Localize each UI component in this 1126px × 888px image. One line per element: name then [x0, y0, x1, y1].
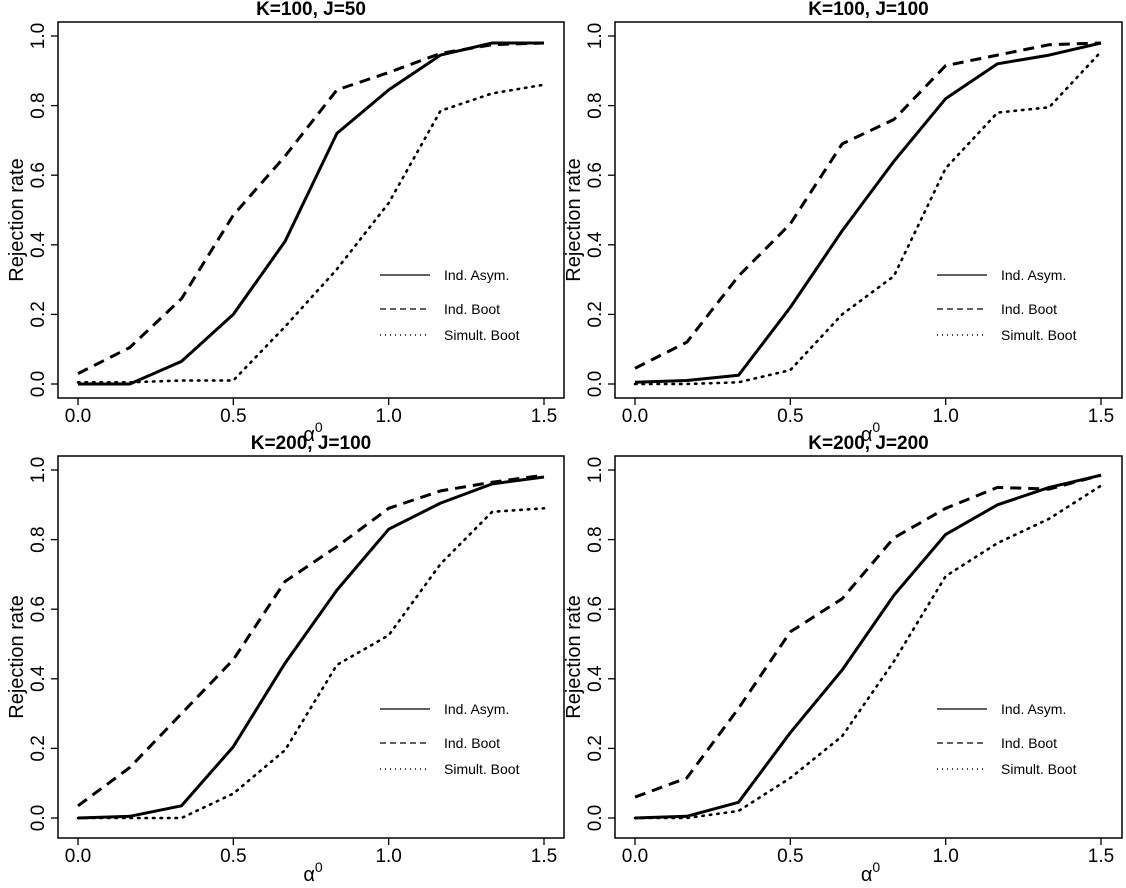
- series-line-dashed: [77, 41, 545, 375]
- legend-label: Simult. Boot: [1001, 761, 1077, 777]
- chart-panel-4: K=200, J=200 0.0 0.5 1.0 1.5 0.0 0.2 0.4 0.6 0.8 1…: [563, 433, 1123, 886]
- y-tick-label: 1.0: [28, 457, 49, 483]
- x-tick-label: 0.0: [622, 846, 648, 867]
- legend-label: Ind. Asym.: [444, 267, 509, 283]
- x-axis-label: α0: [303, 859, 323, 886]
- x-tick-label: 1.5: [531, 846, 557, 867]
- legend-label: Ind. Asym.: [444, 701, 509, 717]
- x-tick-label: 1.5: [1088, 846, 1114, 867]
- y-tick-label: 0.8: [585, 526, 606, 552]
- series-line-solid: [634, 41, 1102, 384]
- chart-panel-3: K=200, J=100 0.0 0.5 1.0 1.5 0.0 0.2 0.4 0.6 0.8 1…: [6, 433, 565, 886]
- series-line-solid: [634, 473, 1102, 820]
- x-tick-label: 0.5: [777, 846, 803, 867]
- series-line-dotted: [76, 506, 546, 820]
- y-tick-label: 0.4: [585, 231, 606, 258]
- y-tick-label: 0.8: [28, 92, 49, 118]
- y-axis-label: Rejection rate: [6, 595, 28, 718]
- x-tick-label: 1.0: [375, 406, 401, 427]
- y-tick-label: 0.2: [585, 735, 606, 761]
- y-tick-label: 0.0: [28, 371, 49, 397]
- y-tick-label: 0.8: [585, 92, 606, 118]
- y-tick-label: 0.4: [28, 665, 49, 692]
- x-tick-label: 1.5: [531, 406, 557, 427]
- legend-label: Simult. Boot: [444, 761, 520, 777]
- x-tick-label: 0.5: [220, 846, 246, 867]
- y-tick-label: 0.6: [585, 596, 606, 622]
- y-tick-label: 0.6: [585, 162, 606, 188]
- chart-title: K=200, J=100: [251, 433, 371, 454]
- x-tick-label: 1.5: [1088, 406, 1114, 427]
- chart-title: K=100, J=50: [256, 0, 366, 20]
- chart-title: K=100, J=100: [808, 0, 928, 20]
- x-axis-label: α0: [303, 419, 323, 446]
- y-tick-label: 0.4: [28, 231, 49, 258]
- y-tick-label: 0.6: [28, 162, 49, 188]
- x-tick-label: 0.0: [65, 406, 91, 427]
- y-tick-label: 0.2: [28, 735, 49, 761]
- series-line-dotted: [633, 484, 1103, 820]
- x-tick-label: 0.5: [777, 406, 803, 427]
- x-tick-label: 1.0: [932, 846, 958, 867]
- plot-frame: [614, 455, 1123, 839]
- series-line-dashed: [77, 473, 545, 808]
- y-tick-label: 0.0: [28, 805, 49, 831]
- legend-label: Ind. Boot: [1001, 301, 1057, 317]
- x-tick-label: 1.0: [375, 846, 401, 867]
- chart-panel-2: K=100, J=100 0.0 0.5 1.0 1.5 0.0 0.2 0.4 0.6 0.8 1…: [563, 0, 1123, 446]
- y-tick-label: 0.2: [585, 301, 606, 327]
- x-axis-label: α0: [861, 859, 881, 886]
- x-axis-label: α0: [861, 419, 881, 446]
- legend-label: Ind. Asym.: [1001, 267, 1066, 283]
- plot-frame: [57, 455, 565, 839]
- y-axis-label: Rejection rate: [563, 158, 585, 281]
- y-tick-label: 0.2: [28, 301, 49, 327]
- legend-label: Ind. Boot: [444, 735, 500, 751]
- y-tick-label: 1.0: [585, 457, 606, 483]
- y-tick-label: 1.0: [585, 23, 606, 49]
- legend-label: Simult. Boot: [444, 327, 520, 343]
- series-line-dashed: [634, 41, 1102, 370]
- series-line-dotted: [633, 50, 1103, 386]
- series-line-solid: [77, 475, 545, 820]
- x-tick-label: 1.0: [932, 406, 958, 427]
- y-tick-label: 0.0: [585, 805, 606, 831]
- legend-label: Ind. Asym.: [1001, 701, 1066, 717]
- x-tick-label: 0.5: [220, 406, 246, 427]
- chart-title: K=200, J=200: [808, 433, 928, 454]
- y-axis-label: Rejection rate: [6, 158, 28, 281]
- y-axis-label: Rejection rate: [563, 595, 585, 718]
- legend-label: Ind. Boot: [444, 301, 500, 317]
- plot-frame: [614, 21, 1123, 399]
- y-tick-label: 0.6: [28, 596, 49, 622]
- series-line-dashed: [634, 473, 1102, 799]
- y-tick-label: 1.0: [28, 23, 49, 49]
- legend-label: Ind. Boot: [1001, 735, 1057, 751]
- legend-label: Simult. Boot: [1001, 327, 1077, 343]
- x-tick-label: 0.0: [65, 846, 91, 867]
- y-tick-label: 0.4: [585, 665, 606, 692]
- y-tick-label: 0.0: [585, 371, 606, 397]
- y-tick-label: 0.8: [28, 526, 49, 552]
- x-tick-label: 0.0: [622, 406, 648, 427]
- chart-panel-1: K=100, J=50 0.0 0.5 1.0 1.5 0.0 0.2 0.4 0.6 0.8 1.…: [6, 0, 565, 446]
- series-line-dotted: [76, 83, 546, 384]
- plot-frame: [57, 21, 565, 399]
